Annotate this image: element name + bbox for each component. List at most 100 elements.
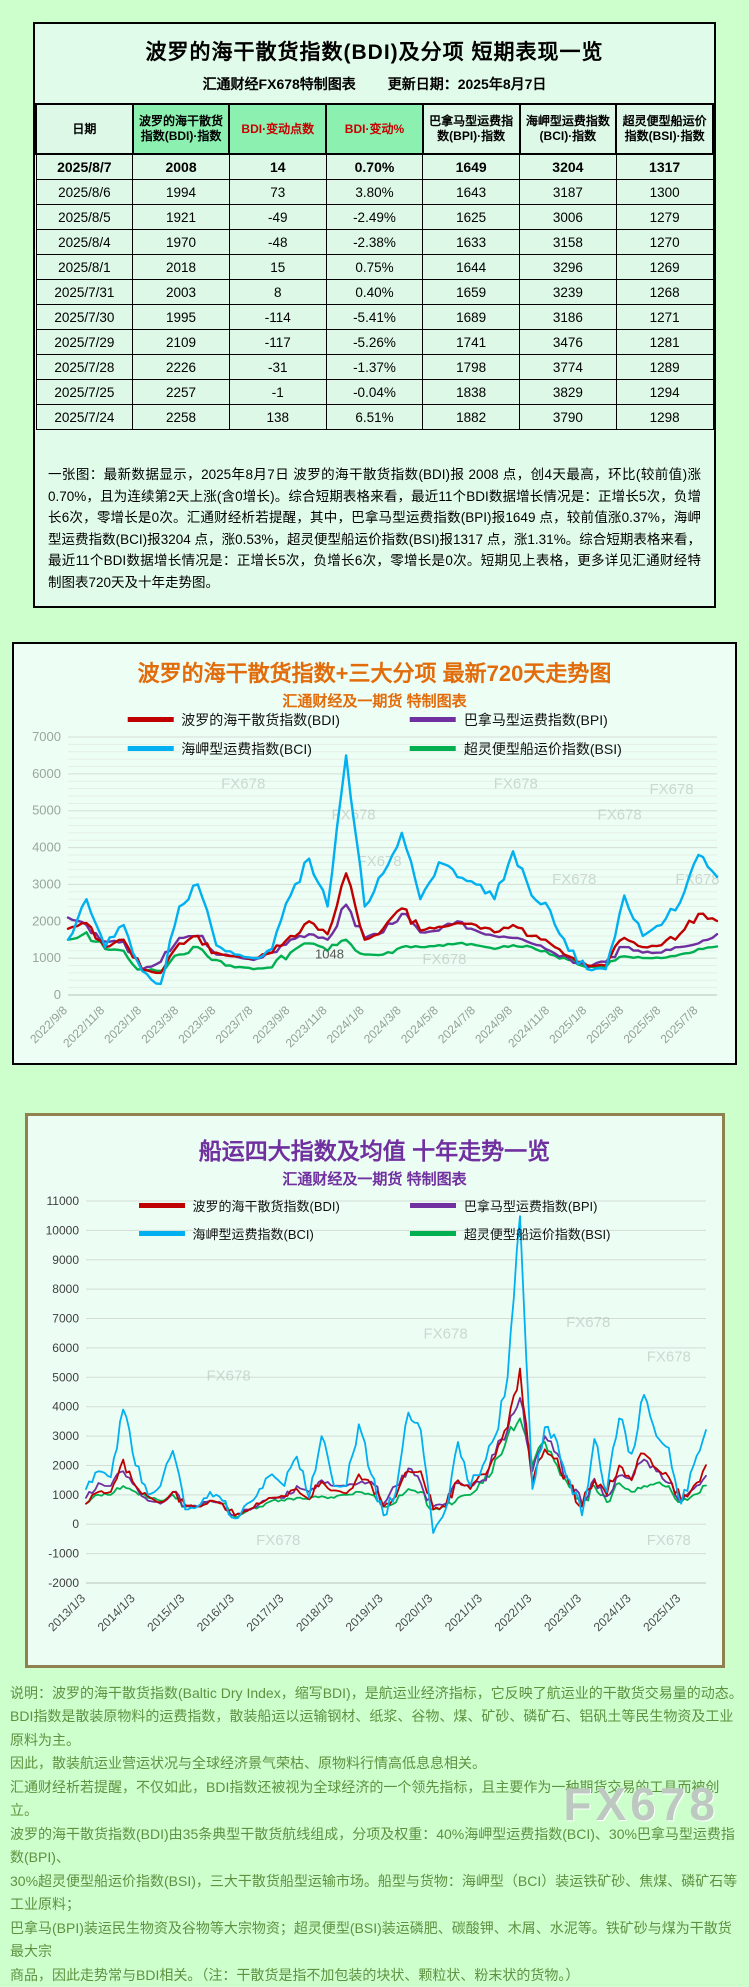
table-cell: 2018 [132, 254, 230, 280]
x-tick-label: 2025/3/8 [583, 1003, 626, 1046]
x-tick-label: 2019/1/3 [342, 1591, 385, 1634]
page-title: 波罗的海干散货指数(BDI)及分项 短期表现一览 [145, 41, 604, 64]
table-cell: 1994 [132, 179, 230, 205]
table-cell: 3158 [519, 229, 617, 255]
table-cell: -5.26% [325, 329, 424, 355]
table-cell: -1 [228, 379, 327, 405]
y-tick-label: -2000 [48, 1576, 79, 1590]
table-cell: 1798 [422, 354, 521, 380]
table-cell: 2109 [132, 329, 230, 355]
series-line-2 [84, 1214, 707, 1534]
table-cell: -5.41% [325, 304, 424, 330]
table-row: 2025/8/5 1921 -49 -2.49% 1625 3006 1279 [35, 204, 714, 230]
bdi-table-body: 2025/8/7 2008 14 0.70% 1649 3204 1317 2025/8/6 1… [35, 153, 714, 430]
y-tick-label: 5000 [32, 802, 61, 817]
footer-line: 汇通财经析若提醒，不仅如此，BDI指数还被视为全球经济的一个领先指标，且主要作为… [10, 1778, 720, 1819]
chart-watermark: FX678 [646, 1348, 690, 1365]
legend-label: 海岬型运费指数(BCI) [181, 740, 312, 757]
y-tick-label: 7000 [32, 729, 61, 744]
legend-item: 海岬型运费指数(BCI) [138, 1224, 340, 1243]
legend-swatch [409, 746, 456, 752]
column-header: 波罗的海干散货指数(BDI)·指数 [131, 103, 231, 155]
x-tick-label: 2020/1/3 [392, 1591, 435, 1634]
table-cell: 14 [228, 153, 327, 180]
x-tick-label: 2025/1/8 [546, 1003, 589, 1046]
series-line-0 [84, 1367, 707, 1516]
table-cell: 1625 [422, 204, 521, 230]
column-header: BDI·变动点数 [228, 103, 328, 155]
chart-watermark: FX678 [566, 1314, 610, 1331]
table-cell: 1649 [422, 153, 521, 180]
table-cell: 3476 [519, 329, 617, 355]
y-tick-label: 4000 [32, 839, 61, 854]
fx678-watermark: FX678 [563, 1778, 719, 1830]
table-cell: -114 [228, 304, 327, 330]
legend-label: 超灵便型船运价指数(BSI) [463, 740, 622, 757]
table-cell: 1268 [615, 279, 714, 305]
chart-watermark: FX678 [221, 775, 265, 792]
x-tick-label: 2024/1/3 [590, 1591, 633, 1634]
legend-item: 巴拿马型运费指数(BPI) [409, 1196, 611, 1215]
table-cell: 2003 [132, 279, 230, 305]
table-cell: 1289 [615, 354, 714, 380]
table-cell: -48 [228, 229, 327, 255]
table-row: 2025/8/6 1994 73 3.80% 1643 3187 1300 [35, 179, 714, 205]
y-tick-label: 6000 [32, 765, 61, 780]
table-row: 2025/7/29 2109 -117 -5.26% 1741 3476 1281 [35, 329, 714, 355]
y-tick-label: 9000 [52, 1252, 79, 1266]
data-label: 1048 [315, 946, 344, 961]
table-cell: 1270 [615, 229, 714, 255]
series-line-3 [66, 930, 719, 972]
y-tick-label: 4000 [52, 1399, 79, 1413]
x-tick-label: 2025/1/3 [640, 1591, 683, 1634]
table-cell: 3006 [519, 204, 617, 230]
table-cell: 1633 [422, 229, 521, 255]
legend-label: 海岬型运费指数(BCI) [192, 1226, 314, 1242]
table-cell: 1741 [422, 329, 521, 355]
table-cell: 1882 [422, 404, 521, 430]
series-line-2 [66, 753, 719, 985]
summary-paragraph: 一张图：最新数据显示，2025年8月7日 波罗的海干散货指数(BDI)报 200… [48, 467, 701, 590]
legend-label: 巴拿马型运费指数(BPI) [463, 1198, 598, 1214]
column-header: BDI·变动% [325, 103, 424, 155]
x-tick-label: 2023/1/8 [101, 1003, 144, 1046]
y-tick-label: 8000 [52, 1282, 79, 1296]
x-tick-label: 2024/1/8 [324, 1003, 367, 1046]
y-tick-label: 0 [72, 1517, 79, 1531]
table-cell: 2226 [132, 354, 230, 380]
footer-line: 因此，散装航运业营运状况与全球经济景气荣枯、原物料行情高低息息相关。 [10, 1755, 486, 1772]
table-row: 2025/8/7 2008 14 0.70% 1649 3204 1317 [35, 153, 714, 180]
chart-watermark: FX678 [256, 1531, 300, 1548]
chart-10y-title: 船运四大指数及均值 十年走势一览 [198, 1137, 551, 1164]
chart-source-label: 汇通财经FX678特制图表 [202, 76, 356, 92]
x-tick-label: 2015/1/3 [144, 1591, 187, 1634]
column-header: 超灵便型船运价指数(BSI)·指数 [615, 103, 714, 155]
footer-line: 商品，因此走势常与BDI相关。（注：干散货是指不加包装的块状、颗粒状、粉末状的货… [10, 1966, 580, 1983]
table-cell: 2257 [132, 379, 230, 405]
legend-label: 波罗的海干散货指数(BDI) [181, 711, 340, 728]
table-cell: 1643 [422, 179, 521, 205]
table-cell: 1995 [132, 304, 230, 330]
page-subtitle: 汇通财经FX678特制图表 更新日期：2025年8月7日 [35, 74, 714, 94]
table-cell: 2025/8/5 [35, 204, 134, 230]
chart-10y-subtitle: 汇通财经及一期货 特制图表 [282, 1170, 467, 1188]
chart-watermark: FX678 [646, 1531, 690, 1548]
table-cell: 3186 [519, 304, 617, 330]
legend-swatch [127, 746, 174, 752]
y-tick-label: 2000 [32, 913, 61, 928]
x-tick-label: 2018/1/3 [293, 1591, 336, 1634]
chart-watermark: FX678 [494, 775, 538, 792]
y-tick-label: 3000 [32, 876, 61, 891]
legend-label: 巴拿马型运费指数(BPI) [463, 711, 608, 728]
table-cell: 1689 [422, 304, 521, 330]
x-tick-label: 2024/11/8 [505, 1003, 552, 1050]
column-header: 海岬型运费指数(BCI)·指数 [518, 103, 618, 155]
legend-item: 海岬型运费指数(BCI) [127, 739, 340, 759]
footer-line: BDI指数是散装原物料的运费指数，散装船运以运输钢材、纸浆、谷物、煤、矿砂、磷矿… [10, 1708, 734, 1748]
table-cell: 1659 [422, 279, 521, 305]
legend-item: 超灵便型船运价指数(BSI) [409, 739, 622, 759]
bdi-table-head: 日期 波罗的海干散货指数(BDI)·指数 BDI·变动点数 BDI·变动% 巴拿马型运费… [35, 103, 714, 155]
table-cell: 2025/8/6 [35, 179, 134, 205]
x-tick-label: 2024/3/8 [361, 1003, 404, 1046]
table-cell: 2258 [132, 404, 230, 430]
